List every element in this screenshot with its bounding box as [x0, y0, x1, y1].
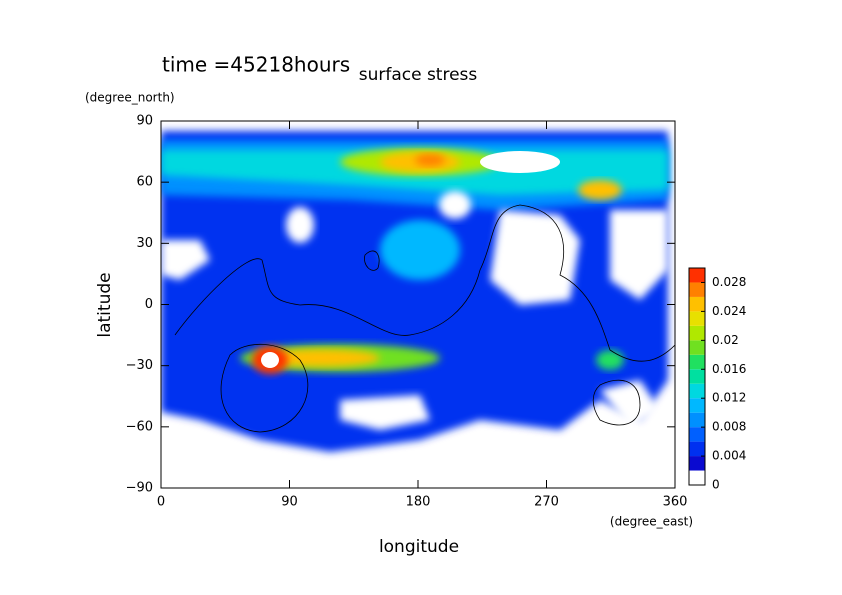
colorbar-segment: [689, 268, 705, 283]
x-tick-label: 360: [663, 495, 688, 510]
colorbar-segment: [689, 398, 705, 413]
colorbar-tick-label: 0.016: [712, 362, 746, 376]
x-tick-label: 180: [406, 495, 431, 510]
y-tick-label: −30: [126, 358, 153, 373]
y-tick-label: 30: [136, 236, 153, 251]
colorbar-segment: [689, 427, 705, 442]
colorbar-tick-label: 0.008: [712, 420, 746, 434]
x-axis-unit: (degree_east): [610, 515, 693, 529]
colorbar-tick-label: 0.012: [712, 391, 746, 405]
colorbar-tick-label: 0.024: [712, 304, 746, 318]
y-tick-label: 90: [136, 114, 153, 129]
colorbar-segment: [689, 412, 705, 428]
y-axis-label: latitude: [95, 272, 115, 337]
colorbar-segment: [689, 470, 705, 485]
y-tick-label: −60: [126, 419, 153, 434]
colorbar-segment: [689, 296, 705, 312]
x-axis-label: longitude: [379, 537, 459, 557]
annotation: time =45218hours: [162, 53, 350, 77]
chart-title: surface stress: [359, 65, 478, 85]
colorbar-segment: [689, 311, 705, 326]
colorbar-segment: [689, 441, 705, 457]
colorbar-segment: [689, 456, 705, 471]
colorbar-segment: [689, 383, 705, 399]
colorbar-segment: [689, 282, 705, 297]
colorbar-segment: [689, 340, 705, 355]
colorbar-segment: [689, 369, 705, 384]
colorbar-tick-label: 0.028: [712, 275, 746, 289]
y-tick-label: 0: [145, 297, 153, 312]
contour-field: [161, 131, 675, 452]
x-tick-label: 270: [534, 495, 559, 510]
y-axis-unit: (degree_north): [85, 91, 175, 105]
colorbar-segment: [689, 354, 705, 370]
x-tick-label: 90: [281, 495, 298, 510]
colorbar-segment: [689, 325, 705, 341]
x-tick-label: 0: [157, 495, 165, 510]
colorbar-tick-label: 0.02: [712, 333, 739, 347]
y-tick-label: −90: [126, 481, 153, 496]
colorbar-frame: [688, 267, 706, 486]
y-tick-label: 60: [136, 175, 153, 190]
colorbar-tick-label: 0.004: [712, 449, 746, 463]
colorbar-tick-label: 0: [712, 478, 720, 492]
